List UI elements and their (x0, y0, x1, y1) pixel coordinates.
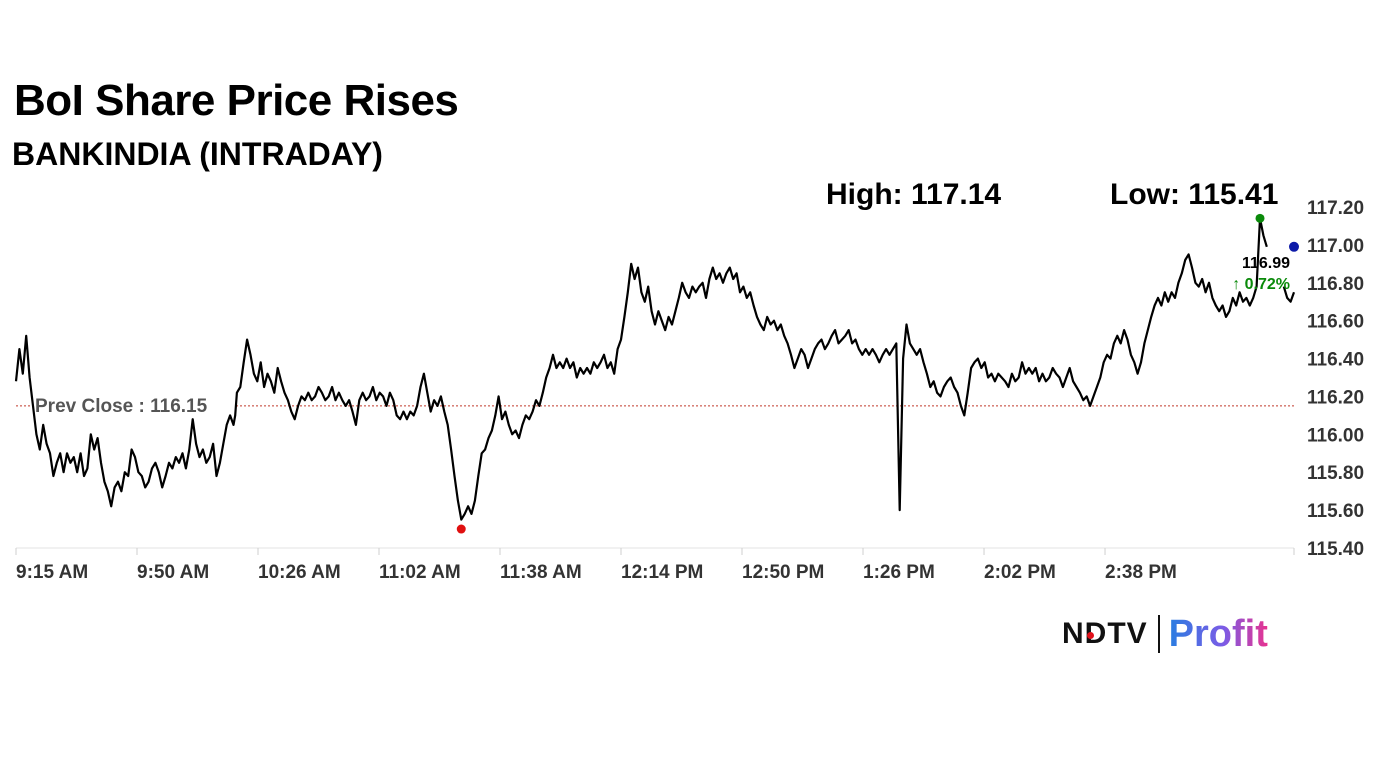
logo-divider (1157, 615, 1160, 653)
y-tick-label: 117.20 (1307, 198, 1364, 219)
y-tick-label: 115.80 (1307, 463, 1364, 484)
x-tick-label: 12:14 PM (621, 562, 703, 583)
price-line-1 (14, 217, 1268, 521)
x-tick-label: 2:02 PM (984, 562, 1056, 583)
chart-subtitle: BANKINDIA (INTRADAY) (12, 136, 383, 172)
y-tick-label: 116.20 (1307, 387, 1364, 408)
chart-title: BoI Share Price Rises (14, 76, 459, 125)
x-tick-label: 1:26 PM (863, 562, 935, 583)
low-label: Low: 115.41 (1110, 178, 1279, 211)
ndtv-profit-logo: NDTV Profit (1062, 612, 1268, 656)
price-line-2 (1282, 286, 1296, 303)
y-tick-label: 115.60 (1307, 501, 1364, 522)
logo-profit-text: Profit (1168, 612, 1268, 655)
x-tick-label: 9:50 AM (137, 562, 209, 583)
x-tick-label: 11:38 AM (500, 562, 582, 583)
x-tick-label: 10:26 AM (258, 562, 341, 583)
low-marker (456, 524, 466, 534)
price-change-label: ↑ 0.72% (1232, 276, 1290, 293)
y-tick-label: 116.00 (1307, 425, 1364, 446)
x-tick-label: 11:02 AM (379, 562, 461, 583)
high-marker (1255, 213, 1265, 223)
x-tick-label: 2:38 PM (1105, 562, 1177, 583)
y-tick-label: 116.60 (1307, 312, 1364, 333)
y-tick-label: 117.00 (1307, 236, 1364, 257)
last-price-marker (1289, 241, 1299, 252)
high-label: High: 117.14 (826, 178, 1002, 211)
prev-close-label-bg (30, 391, 235, 414)
y-tick-label: 115.40 (1307, 539, 1364, 560)
last-price-label: 116.99 (1242, 255, 1290, 272)
x-tick-label: 12:50 PM (742, 562, 824, 583)
x-tick-label: 9:15 AM (16, 562, 88, 583)
prev-close-label: Prev Close : 116.15 (35, 396, 208, 417)
logo-ndtv-text: NDTV (1062, 617, 1148, 650)
y-tick-label: 116.80 (1307, 274, 1364, 295)
y-tick-label: 116.40 (1307, 350, 1364, 371)
